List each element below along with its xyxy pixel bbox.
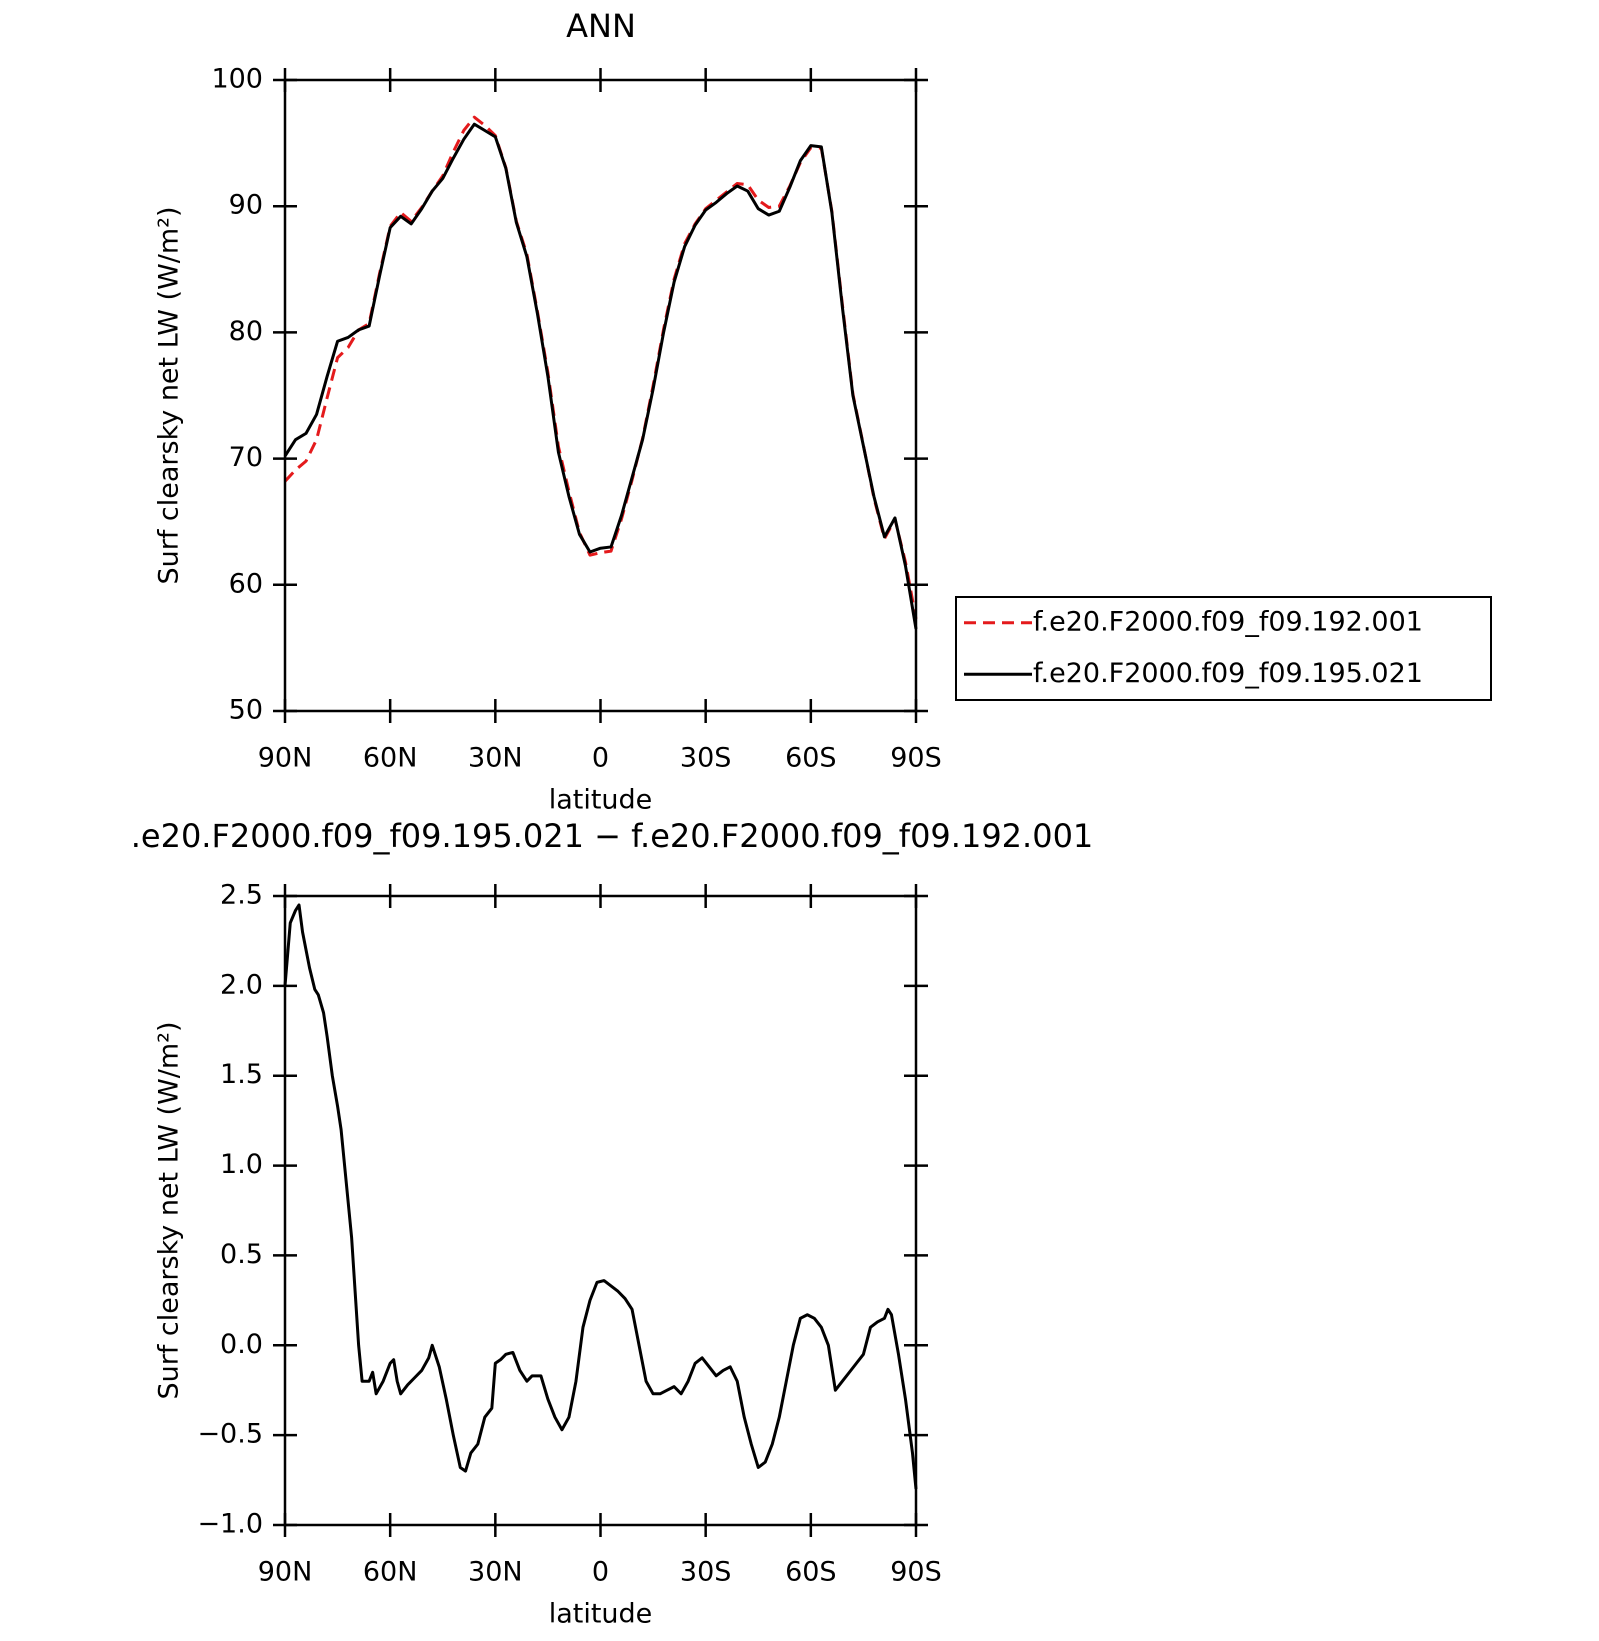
x-tick-label: 60N [363,1557,418,1588]
y-tick-label: −1.0 [197,1509,263,1540]
x-axis-label: latitude [549,785,653,816]
x-tick-label: 90N [258,743,313,774]
x-tick-label: 60S [785,1557,837,1588]
x-tick-label: 30S [680,1557,732,1588]
legend-label: f.e20.F2000.f09_f09.195.021 [1033,658,1423,689]
y-tick-label: 70 [229,442,263,473]
chart-title: .e20.F2000.f09_f09.195.021 − f.e20.F2000… [131,817,1094,855]
legend-frame [955,596,1492,701]
x-tick-label: 0 [592,743,609,774]
y-tick-label: 2.0 [220,969,263,1000]
y-tick-label: 100 [211,64,263,95]
y-axis-label: Surf clearsky net LW (W/m²) [154,206,185,584]
x-tick-label: 90S [890,1557,942,1588]
data-line [283,115,918,620]
y-tick-label: 2.5 [220,880,263,911]
data-line [283,903,918,1490]
y-tick-label: −0.5 [197,1419,263,1450]
y-tick-label: 0.0 [220,1329,263,1360]
x-tick-label: 30N [468,1557,523,1588]
y-tick-label: 80 [229,316,263,347]
y-axis-label: Surf clearsky net LW (W/m²) [154,1021,185,1399]
x-tick-label: 60S [785,743,837,774]
legend-label: f.e20.F2000.f09_f09.192.001 [1033,606,1423,637]
y-tick-label: 0.5 [220,1239,263,1270]
x-tick-label: 90S [890,743,942,774]
x-tick-label: 60N [363,743,418,774]
x-tick-label: 90N [258,1557,313,1588]
plot-frame [283,78,918,713]
x-tick-label: 0 [592,1557,609,1588]
y-tick-label: 50 [229,695,263,726]
data-line [283,122,918,630]
chart-title: ANN [566,7,636,45]
y-tick-label: 1.0 [220,1149,263,1180]
y-tick-label: 1.5 [220,1059,263,1090]
x-axis-label: latitude [549,1599,653,1630]
y-tick-label: 90 [229,190,263,221]
plot-frame [283,894,918,1527]
x-tick-label: 30N [468,743,523,774]
x-tick-label: 30S [680,743,732,774]
y-tick-label: 60 [229,568,263,599]
